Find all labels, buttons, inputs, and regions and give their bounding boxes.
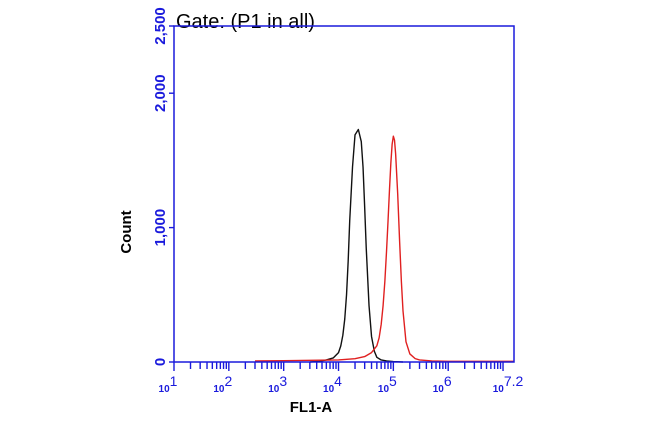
series-1-line [254, 135, 514, 363]
x-tick-label: 102 [213, 373, 232, 395]
histogram-series [254, 128, 514, 363]
x-tick-label: 101 [159, 373, 178, 395]
x-tick-label: 104 [323, 373, 342, 395]
y-axis-ticks: 0 1,000 2,000 2,500 [152, 7, 174, 366]
x-axis-tick-labels: 101 102 103 104 105 106 107.2 [159, 373, 524, 395]
y-axis-label: Count [118, 210, 135, 253]
series-0-line [309, 128, 404, 363]
y-tick-label: 0 [152, 358, 169, 366]
x-axis-label: FL1-A [290, 399, 333, 416]
x-tick-label: 105 [378, 373, 397, 395]
y-tick-label: 2,000 [152, 74, 169, 112]
x-tick-label: 103 [268, 373, 287, 395]
plot-frame [173, 25, 515, 363]
y-tick-label: 2,500 [152, 7, 169, 45]
x-tick-label: 106 [433, 373, 452, 395]
chart-title: Gate: (P1 in all) [176, 11, 315, 33]
x-minor-ticks [173, 362, 504, 371]
y-tick-label: 1,000 [152, 209, 169, 247]
x-tick-label: 107.2 [493, 373, 524, 395]
